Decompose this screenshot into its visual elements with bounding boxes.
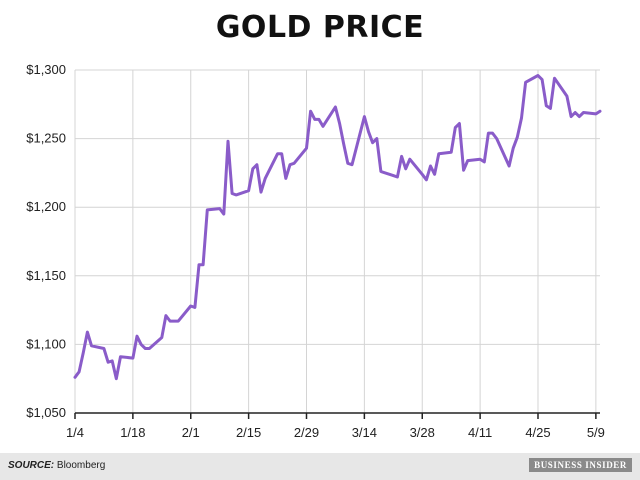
y-tick-label: $1,050 (26, 405, 66, 420)
y-axis: $1,050 $1,100 $1,150 $1,200 $1,250 $1,300 (26, 62, 66, 420)
y-tick-label: $1,250 (26, 131, 66, 146)
x-tick-label: 2/29 (294, 425, 319, 440)
grid (74, 69, 600, 413)
line-chart: $1,050 $1,100 $1,150 $1,200 $1,250 $1,300 1/4… (26, 62, 605, 440)
y-tick-label: $1,150 (26, 268, 66, 283)
footer: SOURCE: Bloomberg BUSINESS INSIDER (0, 453, 640, 480)
x-tick-label: 2/1 (182, 425, 200, 440)
brand-logo: BUSINESS INSIDER (529, 458, 632, 472)
x-tick-label: 5/9 (587, 425, 605, 440)
y-tick-label: $1,100 (26, 336, 66, 351)
x-tick-label: 1/4 (66, 425, 84, 440)
x-tick-label: 3/14 (352, 425, 377, 440)
x-tick-label: 4/11 (468, 425, 492, 440)
x-axis: 1/4 1/18 2/1 2/15 2/29 3/14 3/28 4/11 4/25 5/9 (66, 413, 605, 440)
source-note: SOURCE: Bloomberg (8, 460, 105, 471)
y-tick-label: $1,300 (26, 62, 66, 77)
source-label: SOURCE: (8, 460, 55, 471)
x-tick-label: 4/25 (525, 425, 550, 440)
source-value: Bloomberg (56, 460, 106, 471)
x-tick-label: 1/18 (120, 425, 145, 440)
x-tick-label: 2/15 (236, 425, 261, 440)
series-group (73, 74, 602, 381)
chart-title: GOLD PRICE (215, 10, 425, 45)
y-tick-label: $1,200 (26, 199, 66, 214)
price-line (73, 74, 602, 381)
x-tick-label: 3/28 (410, 425, 435, 440)
